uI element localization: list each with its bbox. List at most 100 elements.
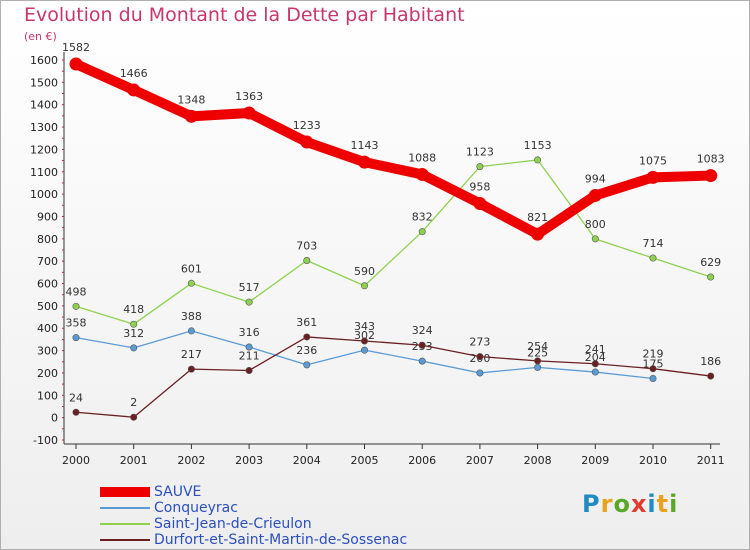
series-point-2 (187, 279, 195, 287)
data-label-3: 324 (412, 324, 433, 337)
series-point-0 (415, 167, 429, 181)
data-label-2: 590 (354, 265, 375, 278)
series-point-0 (473, 197, 487, 211)
data-label-0: 1348 (177, 93, 205, 106)
data-label-0: 1233 (293, 119, 321, 132)
y-unit-label: (en €) (24, 30, 57, 43)
data-label-0: 1075 (639, 154, 667, 167)
series-point-1 (72, 334, 80, 342)
series-point-3 (591, 360, 599, 368)
logo-letter: r (600, 490, 614, 518)
logo-letter: t (656, 490, 670, 518)
x-tick-label: 2002 (177, 454, 205, 467)
series-point-2 (418, 228, 426, 236)
x-tick-label: 2011 (697, 454, 725, 467)
data-label-3: 343 (354, 320, 375, 333)
series-point-3 (360, 337, 368, 345)
data-label-2: 629 (700, 256, 721, 269)
series-point-2 (534, 156, 542, 164)
series-point-1 (649, 375, 657, 383)
series-point-1 (360, 346, 368, 354)
y-tick-label: 1300 (30, 121, 58, 134)
data-label-0: 821 (527, 211, 548, 224)
data-label-2: 498 (66, 285, 87, 298)
legend-swatch (100, 523, 150, 525)
legend-item: Saint-Jean-de-Crieulon (100, 517, 312, 531)
series-point-1 (591, 368, 599, 376)
data-label-0: 1363 (235, 90, 263, 103)
data-label-0: 1088 (408, 151, 436, 164)
series-point-1 (534, 363, 542, 371)
logo-letter: i (669, 490, 679, 518)
legend-label: Durfort-et-Saint-Martin-de-Sossenac (154, 532, 408, 548)
series-point-3 (418, 341, 426, 349)
series-point-0 (588, 188, 602, 202)
data-label-2: 517 (239, 281, 260, 294)
x-tick-label: 2009 (581, 454, 609, 467)
series-point-3 (303, 333, 311, 341)
series-point-0 (531, 227, 545, 241)
y-tick-label: 1400 (30, 99, 58, 112)
series-point-3 (649, 365, 657, 373)
y-tick-label: 800 (37, 233, 58, 246)
data-label-3: 361 (296, 316, 317, 329)
data-label-3: 2 (130, 396, 137, 409)
data-label-3: 273 (469, 336, 490, 349)
legend-label: SAUVE (154, 484, 202, 500)
series-point-2 (72, 302, 80, 310)
logo-letter: i (647, 490, 657, 518)
series-line-0 (71, 59, 716, 240)
data-label-1: 302 (354, 329, 375, 342)
x-tick-label: 2004 (293, 454, 321, 467)
legend-item: Conqueyrac (100, 501, 238, 515)
x-tick-label: 2000 (62, 454, 90, 467)
series-point-2 (649, 254, 657, 262)
y-tick-label: 0 (51, 412, 58, 425)
y-tick-label: 600 (37, 278, 58, 291)
legend-label: Saint-Jean-de-Crieulon (154, 516, 312, 532)
logo-letter: x (630, 490, 648, 518)
series-point-1 (187, 327, 195, 335)
data-label-0: 1083 (697, 153, 725, 166)
y-tick-label: 1500 (30, 76, 58, 89)
y-tick-label: 900 (37, 210, 58, 223)
proxiti-logo: Proxiti (582, 490, 678, 518)
y-tick-label: 700 (37, 255, 58, 268)
data-label-2: 703 (296, 240, 317, 253)
data-label-3: 24 (69, 391, 83, 404)
data-label-3: 241 (585, 343, 606, 356)
series-point-3 (187, 365, 195, 373)
y-tick-label: 1100 (30, 166, 58, 179)
series-point-2 (591, 235, 599, 243)
series-point-1 (130, 344, 138, 352)
data-label-1: 388 (181, 310, 202, 323)
series-point-0 (300, 135, 314, 149)
logo-letter: P (582, 490, 601, 518)
y-tick-label: 300 (37, 345, 58, 358)
x-tick-label: 2003 (235, 454, 263, 467)
series-point-3 (245, 366, 253, 374)
data-label-3: 186 (700, 355, 721, 368)
data-label-2: 418 (123, 303, 144, 316)
data-label-1: 316 (239, 326, 260, 339)
data-label-3: 219 (643, 348, 664, 361)
series-point-3 (476, 353, 484, 361)
series-point-0 (127, 83, 141, 97)
series-point-3 (707, 372, 715, 380)
data-label-2: 714 (643, 237, 664, 250)
series-point-1 (245, 343, 253, 351)
series-point-0 (242, 106, 256, 120)
data-label-3: 211 (239, 349, 260, 362)
y-tick-label: 500 (37, 300, 58, 313)
series-point-2 (303, 257, 311, 265)
data-label-0: 1466 (120, 67, 148, 80)
chart-title: Evolution du Montant de la Dette par Hab… (24, 4, 465, 26)
data-label-0: 1143 (351, 139, 379, 152)
data-label-1: 358 (66, 317, 87, 330)
series-point-1 (303, 361, 311, 369)
x-tick-label: 2010 (639, 454, 667, 467)
data-label-1: 204 (585, 351, 606, 364)
series-point-0 (358, 155, 371, 169)
legend-label: Conqueyrac (154, 500, 238, 516)
